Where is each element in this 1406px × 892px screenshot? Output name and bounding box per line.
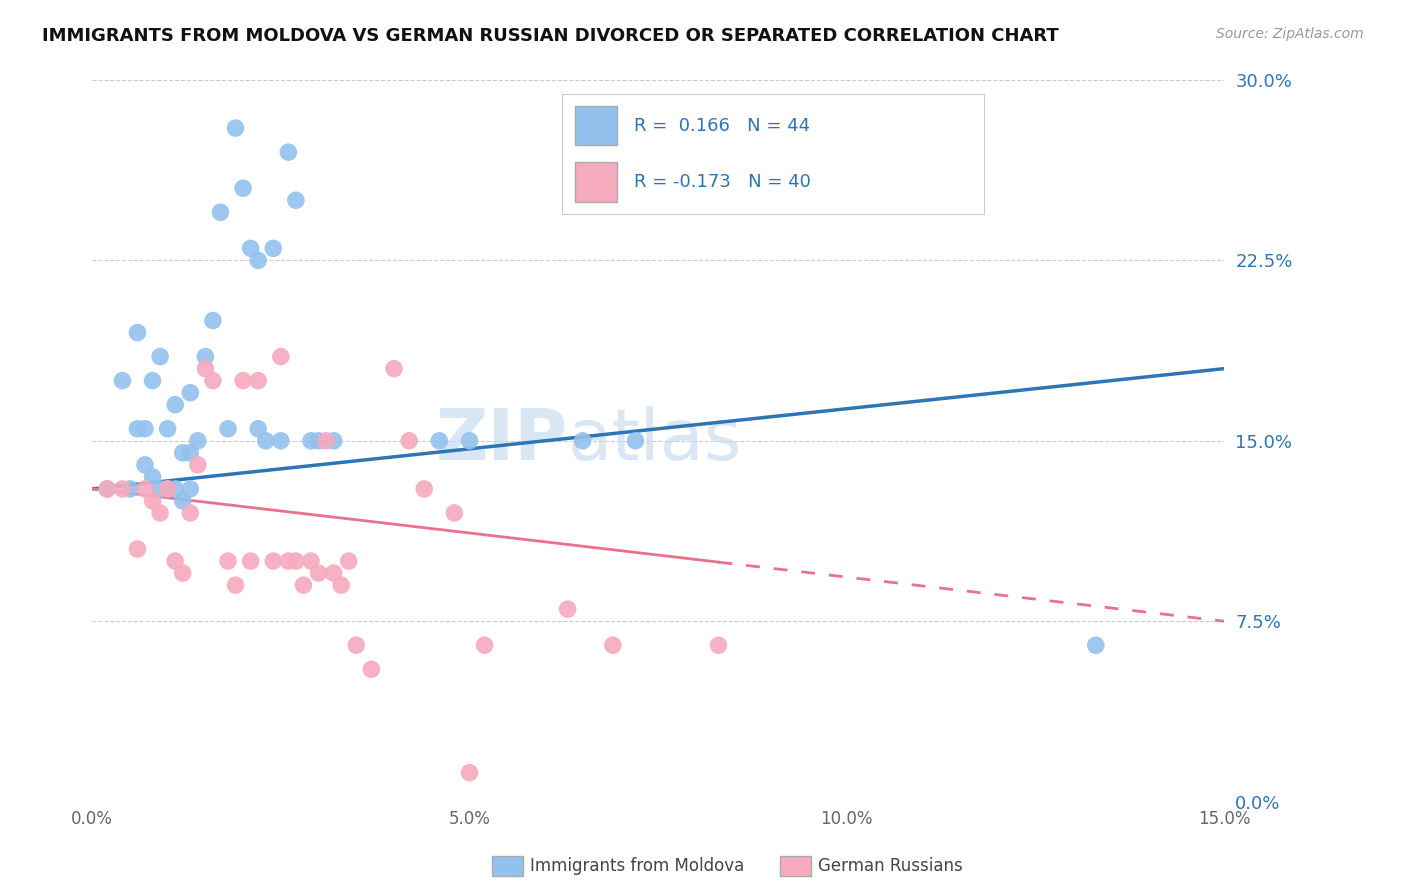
Point bbox=[179, 482, 201, 496]
Point bbox=[322, 566, 344, 580]
Text: Immigrants from Moldova: Immigrants from Moldova bbox=[530, 857, 744, 875]
Point bbox=[262, 241, 284, 255]
Text: German Russians: German Russians bbox=[818, 857, 963, 875]
Text: Source: ZipAtlas.com: Source: ZipAtlas.com bbox=[1216, 27, 1364, 41]
Point bbox=[247, 374, 270, 388]
Point bbox=[1084, 638, 1107, 652]
Point bbox=[262, 554, 284, 568]
Point bbox=[458, 765, 481, 780]
Point bbox=[127, 422, 149, 436]
Text: atlas: atlas bbox=[568, 406, 742, 475]
Point bbox=[322, 434, 344, 448]
Point bbox=[232, 374, 254, 388]
Text: IMMIGRANTS FROM MOLDOVA VS GERMAN RUSSIAN DIVORCED OR SEPARATED CORRELATION CHAR: IMMIGRANTS FROM MOLDOVA VS GERMAN RUSSIA… bbox=[42, 27, 1059, 45]
Point bbox=[308, 434, 330, 448]
Point bbox=[165, 398, 187, 412]
Point bbox=[783, 121, 806, 136]
Point bbox=[156, 482, 179, 496]
Point bbox=[217, 554, 239, 568]
Point bbox=[239, 241, 262, 255]
Point bbox=[398, 434, 420, 448]
Point bbox=[270, 350, 292, 364]
Point bbox=[118, 482, 141, 496]
Point bbox=[209, 205, 232, 219]
Point bbox=[179, 385, 201, 400]
Point bbox=[179, 506, 201, 520]
Text: R = -0.173   N = 40: R = -0.173 N = 40 bbox=[634, 173, 811, 191]
Point bbox=[337, 554, 360, 568]
Point bbox=[232, 181, 254, 195]
Point bbox=[413, 482, 436, 496]
Point bbox=[239, 554, 262, 568]
Point bbox=[134, 482, 156, 496]
Point bbox=[427, 434, 450, 448]
Point bbox=[156, 422, 179, 436]
Point bbox=[284, 193, 307, 207]
Point bbox=[127, 326, 149, 340]
Point bbox=[458, 434, 481, 448]
Point bbox=[141, 374, 163, 388]
Point bbox=[225, 578, 247, 592]
Point bbox=[96, 482, 118, 496]
Point bbox=[277, 554, 299, 568]
Point bbox=[330, 578, 353, 592]
Point bbox=[141, 494, 163, 508]
Point bbox=[299, 434, 322, 448]
Point bbox=[201, 374, 224, 388]
Point bbox=[707, 638, 730, 652]
Point bbox=[557, 602, 579, 616]
Point bbox=[127, 542, 149, 557]
Point bbox=[149, 350, 172, 364]
Point bbox=[134, 458, 156, 472]
Point bbox=[602, 638, 624, 652]
Point bbox=[247, 253, 270, 268]
Bar bbox=[575, 162, 617, 202]
Point bbox=[187, 434, 209, 448]
Point bbox=[624, 434, 647, 448]
Point bbox=[156, 482, 179, 496]
Point bbox=[194, 361, 217, 376]
Point bbox=[172, 566, 194, 580]
Point bbox=[111, 374, 134, 388]
Point bbox=[111, 482, 134, 496]
Point bbox=[172, 494, 194, 508]
Point bbox=[443, 506, 465, 520]
Text: R =  0.166   N = 44: R = 0.166 N = 44 bbox=[634, 117, 810, 135]
Point bbox=[165, 554, 187, 568]
Point bbox=[360, 662, 382, 676]
Point bbox=[571, 434, 593, 448]
Point bbox=[247, 422, 270, 436]
Point bbox=[165, 482, 187, 496]
Point bbox=[179, 446, 201, 460]
Point bbox=[134, 422, 156, 436]
Point bbox=[172, 446, 194, 460]
Point bbox=[270, 434, 292, 448]
Point bbox=[284, 554, 307, 568]
Point bbox=[201, 313, 224, 327]
Point bbox=[315, 434, 337, 448]
Point bbox=[141, 470, 163, 484]
Point bbox=[217, 422, 239, 436]
Point bbox=[149, 482, 172, 496]
Point bbox=[299, 554, 322, 568]
Bar bbox=[575, 106, 617, 145]
Point bbox=[96, 482, 118, 496]
Point bbox=[187, 458, 209, 472]
Text: ZIP: ZIP bbox=[436, 406, 568, 475]
Point bbox=[225, 121, 247, 136]
Point bbox=[474, 638, 496, 652]
Point bbox=[292, 578, 315, 592]
Point bbox=[344, 638, 367, 652]
Point bbox=[149, 506, 172, 520]
Point bbox=[308, 566, 330, 580]
Point bbox=[382, 361, 405, 376]
Point bbox=[277, 145, 299, 160]
Point bbox=[254, 434, 277, 448]
Point bbox=[194, 350, 217, 364]
